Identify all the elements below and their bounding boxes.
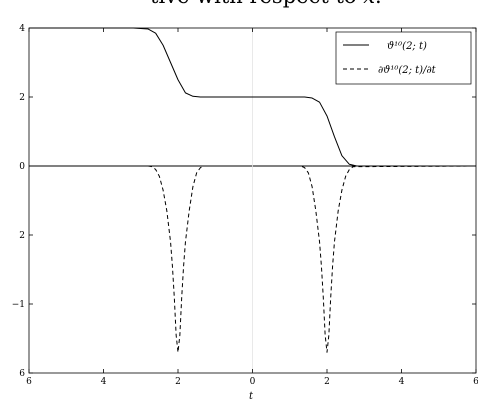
x-tick-label: 2 xyxy=(175,377,181,387)
x-axis-label: t xyxy=(249,391,254,402)
caption-variable: x xyxy=(363,0,375,8)
y-tick-label: 2 xyxy=(19,231,25,241)
x-tick-label: 2 xyxy=(324,377,330,387)
y-tick-label: 6 xyxy=(19,369,25,379)
legend-label-derivative: ∂ϑ¹⁰(2; t)/∂t xyxy=(378,65,437,76)
series-layer xyxy=(29,27,477,353)
caption-text: tive with respect to x. xyxy=(150,0,382,8)
series-line-derivative xyxy=(29,165,477,353)
x-tick-label: 6 xyxy=(26,377,32,387)
x-tick-label: 4 xyxy=(399,377,405,387)
y-tick-label: 4 xyxy=(19,24,25,34)
caption-suffix: . xyxy=(375,0,382,8)
x-tick-label: 0 xyxy=(250,377,256,387)
x-tick-label: 6 xyxy=(473,377,478,387)
legend-box xyxy=(335,31,472,85)
legend-label-theta: ϑ¹⁰(2; t) xyxy=(387,41,427,52)
caption-prefix: tive with respect to xyxy=(150,0,363,8)
y-tick-label: −1 xyxy=(12,300,25,310)
y-tick-label: 0 xyxy=(19,162,25,172)
y-tick-label: 2 xyxy=(19,93,25,103)
legend: ϑ¹⁰(2; t) ∂ϑ¹⁰(2; t)/∂t xyxy=(335,31,472,85)
x-tick-label: 4 xyxy=(101,377,107,387)
series-line-theta xyxy=(29,27,476,167)
